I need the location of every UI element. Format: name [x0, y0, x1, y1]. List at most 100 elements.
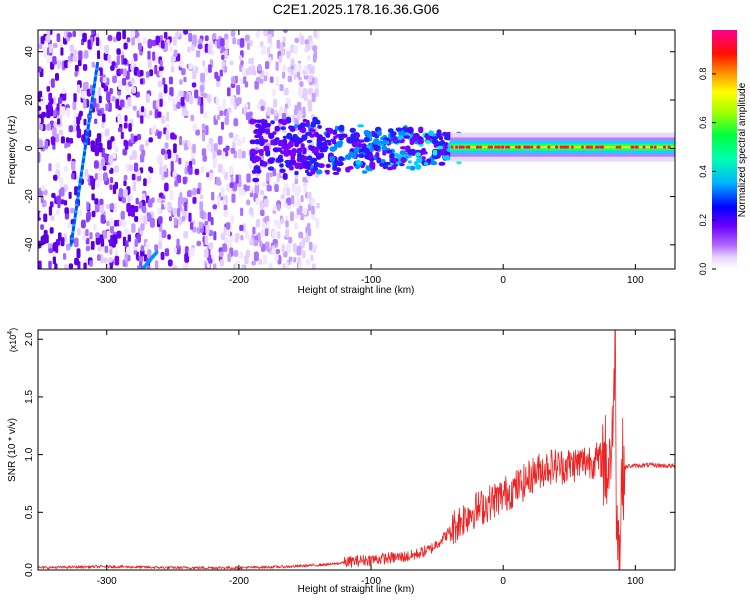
spectrogram-cell: [40, 212, 43, 218]
spectrogram-cell: [281, 119, 288, 125]
figure: C2E1.2025.178.16.36.G06 -300 -200 -100 0 100…: [0, 0, 750, 600]
spectrogram-cell: [305, 39, 309, 44]
spectrogram-cell: [270, 140, 274, 146]
spectrogram-cell: [84, 50, 89, 59]
spectrogram-cell: [147, 51, 150, 60]
spectrogram-cell: [219, 111, 223, 117]
spectrogram-cell: [183, 231, 188, 239]
carrier-peak-dot: [663, 146, 666, 149]
spectrogram-cell: [113, 234, 116, 244]
spectrogram-cell: [136, 198, 139, 205]
spectrogram-cell: [327, 128, 333, 134]
spectrogram-cell: [337, 162, 344, 167]
spectrogram-cell: [87, 40, 91, 49]
spectrogram-cell: [236, 98, 240, 106]
spectrogram-cell: [81, 220, 86, 229]
spectrogram-cell: [127, 196, 130, 202]
spectrogram-cell: [384, 162, 388, 168]
spectrogram-cell: [53, 43, 58, 48]
spectrogram-cell: [288, 76, 292, 83]
spectrogram-x-axis-label: Height of straight line (km): [298, 285, 415, 296]
spectrogram-cell: [280, 150, 285, 154]
spectrogram-cell: [310, 255, 313, 262]
spectrogram-cell: [330, 146, 337, 152]
spectrogram-cell: [250, 187, 253, 193]
spectrogram-cell: [69, 138, 73, 144]
spectrogram-cell: [53, 175, 57, 181]
spectrogram-cell: [57, 60, 61, 70]
spectrogram-cell: [201, 87, 204, 97]
spectrogram-cell: [192, 144, 196, 153]
spectrogram-cell: [298, 257, 301, 264]
spectrogram-cell: [294, 109, 298, 115]
spectrogram-cell: [285, 229, 289, 237]
spectrogram-cell: [161, 116, 165, 124]
carrier-peak-dot: [571, 146, 574, 149]
spectrogram-cell: [258, 129, 262, 135]
spectrogram-cell: [226, 222, 230, 230]
spectrogram-cell: [148, 59, 152, 68]
spectrogram-cell: [196, 50, 200, 57]
spectrogram-cell: [216, 76, 220, 81]
spectrogram-cell: [189, 63, 193, 69]
spectrogram-cell: [390, 134, 395, 138]
spectrogram-cell: [301, 195, 304, 202]
spectrogram-cell: [213, 231, 216, 240]
spectrogram-cell: [73, 124, 76, 133]
snr-x-tick-label: 0: [500, 576, 506, 587]
spectrogram-cell: [294, 74, 297, 80]
spectrogram-cell: [213, 263, 216, 272]
spectrogram-cell: [227, 253, 231, 262]
spectrogram-cell: [294, 38, 299, 43]
spectrogram-cell: [173, 208, 178, 216]
spectrogram-cell: [59, 177, 63, 187]
spectrogram-cell: [199, 222, 203, 229]
spectrogram-cell: [93, 224, 97, 231]
spectrogram-cell: [297, 102, 301, 111]
spectrogram-cell: [179, 79, 182, 85]
figure-title: C2E1.2025.178.16.36.G06: [273, 1, 440, 17]
spectrogram-cell: [280, 126, 286, 130]
spectrogram-cell: [281, 145, 285, 150]
spectrogram-cell: [291, 195, 294, 204]
spectrogram-cell: [298, 263, 302, 269]
spectrogram-cell: [157, 197, 162, 202]
spectrogram-cell: [274, 184, 278, 192]
spectrogram-cell: [355, 160, 360, 165]
spectrogram-cell: [229, 166, 234, 175]
spectrogram-cell: [307, 64, 312, 70]
spectrogram-cell: [170, 46, 173, 52]
snr-y-tick-label: 1.0: [24, 447, 35, 461]
spectrogram-cell: [151, 197, 154, 202]
spectrogram-cell: [86, 246, 91, 251]
spectrogram-cell: [168, 95, 171, 101]
spectrogram-cell: [187, 46, 190, 53]
carrier-peak-dot: [526, 146, 529, 149]
spectrogram-cell: [248, 66, 251, 75]
spectrogram-cell: [374, 146, 380, 151]
spectrogram-cell: [278, 256, 281, 262]
carrier-peak-dot: [523, 146, 526, 149]
spectrogram-cell: [44, 140, 48, 149]
spectrogram-cell: [275, 126, 280, 132]
spectrogram-cell: [53, 242, 56, 251]
spectrogram-cell: [219, 251, 224, 257]
spectrogram-cell: [239, 252, 244, 259]
spectrogram-cell: [254, 150, 258, 155]
spectrogram-cell: [126, 246, 131, 254]
spectrogram-cell: [287, 197, 291, 205]
spectrogram-cell: [244, 255, 249, 264]
spectrogram-cell: [200, 105, 203, 114]
spectrogram-cell: [109, 249, 112, 255]
spectrogram-cell: [79, 111, 83, 117]
spectrogram-cell: [198, 44, 203, 50]
spectrogram-cell: [155, 260, 158, 269]
spectrogram-cell: [330, 156, 335, 162]
spectrogram-cell: [333, 172, 340, 175]
spectrogram-cell: [239, 55, 242, 60]
spectrogram-cell: [316, 203, 320, 209]
spectrogram-cell: [279, 56, 282, 63]
spectrogram-cell: [369, 147, 374, 152]
spectrogram-cell: [78, 50, 82, 60]
spectrogram-cell: [268, 34, 272, 43]
